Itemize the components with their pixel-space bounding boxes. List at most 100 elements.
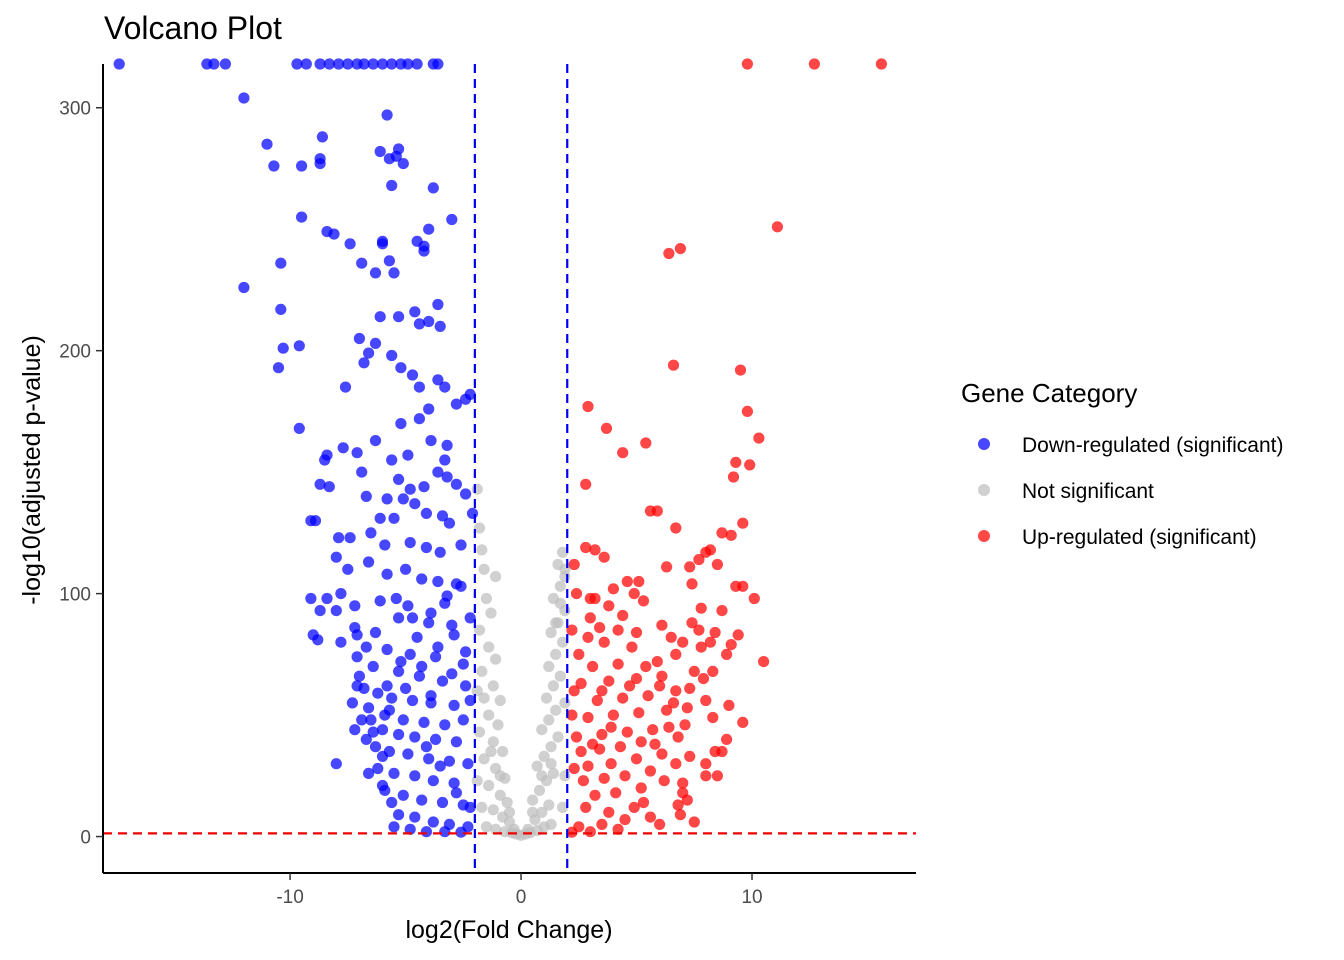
data-point	[462, 758, 474, 770]
data-point	[337, 442, 349, 454]
data-point	[300, 58, 312, 70]
data-point	[397, 714, 409, 726]
data-point	[427, 182, 439, 194]
data-point	[661, 561, 673, 573]
data-point	[596, 685, 608, 697]
data-point	[432, 298, 444, 311]
data-point	[688, 665, 700, 678]
data-point	[543, 714, 555, 726]
data-point	[296, 211, 308, 223]
data-point	[737, 716, 749, 729]
data-point	[617, 447, 629, 459]
data-point	[490, 571, 502, 583]
data-point	[540, 692, 553, 704]
y-tick-label: 0	[80, 828, 91, 849]
data-point	[607, 583, 620, 595]
data-point	[363, 347, 375, 359]
data-point	[388, 821, 400, 833]
data-point	[416, 794, 428, 806]
data-point	[494, 789, 506, 801]
data-point	[594, 622, 606, 634]
data-point	[406, 694, 419, 707]
data-point	[688, 816, 700, 828]
data-point	[432, 641, 444, 653]
data-point	[409, 770, 421, 782]
data-point	[637, 796, 650, 809]
data-point	[393, 311, 405, 323]
data-point	[566, 709, 578, 721]
data-point	[637, 595, 650, 607]
data-point	[316, 131, 328, 143]
data-point	[238, 281, 250, 294]
data-point	[238, 92, 250, 104]
data-point	[684, 561, 696, 573]
data-point	[420, 741, 432, 753]
data-point	[397, 493, 409, 505]
data-point	[674, 809, 687, 821]
data-point	[693, 554, 705, 566]
data-point	[605, 721, 617, 733]
data-point	[404, 823, 416, 835]
data-point	[536, 724, 548, 736]
data-point	[314, 478, 326, 490]
data-point	[661, 704, 673, 716]
data-point	[707, 711, 719, 724]
data-point	[406, 369, 419, 381]
data-point	[460, 393, 472, 405]
data-point	[367, 58, 379, 70]
data-point	[570, 731, 583, 743]
data-point	[538, 750, 550, 763]
data-point	[441, 471, 453, 483]
data-point	[589, 789, 601, 801]
data-point	[406, 612, 419, 624]
data-point	[450, 478, 462, 490]
data-point	[388, 267, 400, 279]
data-point	[409, 498, 421, 510]
data-point	[644, 765, 657, 777]
data-point	[545, 758, 557, 770]
data-point	[693, 624, 705, 636]
data-point	[684, 750, 696, 763]
data-point	[397, 789, 409, 801]
data-point	[550, 648, 562, 661]
data-point	[630, 626, 643, 639]
data-point	[600, 422, 613, 434]
data-point	[674, 243, 687, 255]
chart-title: Volcano Plot	[104, 10, 282, 46]
data-point	[441, 590, 453, 602]
data-point	[376, 238, 389, 250]
y-tick-label: 100	[59, 585, 91, 606]
data-point	[758, 656, 770, 668]
data-point	[485, 607, 497, 619]
data-point	[330, 605, 342, 617]
data-point	[550, 617, 562, 629]
data-point	[376, 58, 389, 70]
data-point	[554, 597, 566, 609]
data-point	[441, 439, 453, 451]
data-point	[386, 692, 398, 704]
data-point	[709, 626, 721, 639]
data-point	[559, 571, 571, 583]
data-point	[333, 532, 345, 544]
data-point	[573, 648, 585, 661]
data-point	[397, 158, 409, 170]
data-point	[386, 58, 398, 70]
data-point	[390, 592, 402, 605]
data-point	[393, 728, 405, 741]
data-point	[598, 772, 610, 784]
data-point	[557, 636, 569, 648]
data-point	[395, 418, 407, 430]
data-point	[374, 512, 386, 524]
data-point	[413, 318, 425, 330]
data-point	[633, 575, 645, 588]
data-point	[582, 760, 594, 772]
data-point	[700, 758, 712, 770]
data-point	[734, 364, 747, 376]
data-point	[443, 755, 455, 767]
data-point	[404, 537, 416, 549]
data-point	[557, 546, 569, 558]
data-point	[312, 634, 324, 646]
data-point	[425, 435, 437, 447]
data-point	[642, 690, 654, 702]
data-point	[480, 592, 492, 605]
